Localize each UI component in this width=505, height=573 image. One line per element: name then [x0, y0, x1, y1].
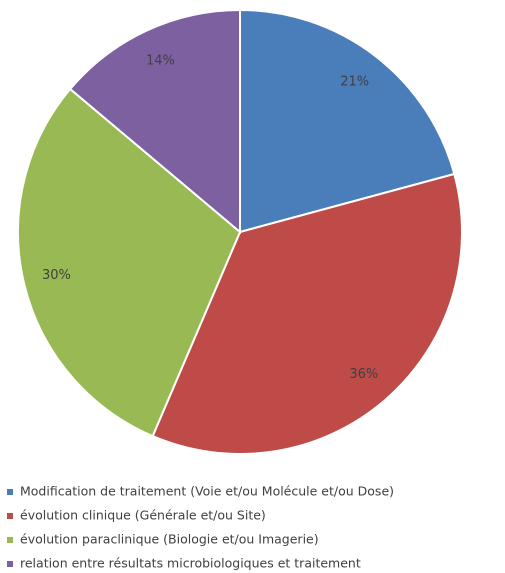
legend-label: Modification de traitement (Voie et/ou M…	[20, 484, 394, 499]
legend-swatch	[7, 513, 13, 519]
data-label: 30%	[42, 268, 71, 283]
legend-label: évolution clinique (Générale et/ou Site)	[20, 508, 266, 523]
legend-label: évolution paraclinique (Biologie et/ou I…	[20, 532, 319, 547]
pie-slice	[17, 87, 242, 438]
pie-slice	[239, 8, 456, 234]
legend-swatch	[7, 489, 13, 495]
legend-swatch	[7, 537, 13, 543]
data-label: 21%	[340, 75, 369, 90]
legend-label: relation entre résultats microbiologique…	[20, 556, 361, 571]
data-label: 14%	[146, 53, 175, 68]
pie-slice	[151, 172, 463, 455]
legend-swatch	[7, 561, 13, 567]
data-label: 36%	[349, 367, 378, 382]
pie-slice	[68, 8, 241, 235]
